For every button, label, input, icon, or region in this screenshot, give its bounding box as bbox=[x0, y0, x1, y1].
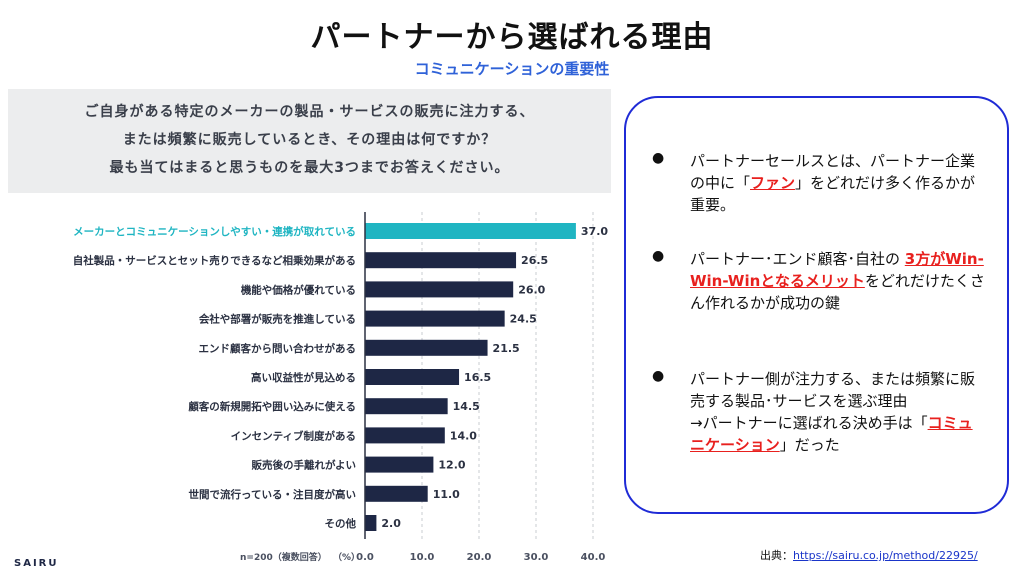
summary-bullet-3: パートナー側が注力する、または頻繁に販売する製品･サービスを選ぶ理由 →パートナー… bbox=[690, 368, 986, 456]
bar bbox=[365, 515, 377, 531]
bar bbox=[365, 281, 514, 298]
category-label: 高い収益性が見込める bbox=[251, 371, 356, 384]
bullet-text: パートナー側が注力する、または頻繁に販売する製品･サービスを選ぶ理由 bbox=[690, 370, 976, 410]
bullet-text: パートナー･エンド顧客･自社の bbox=[690, 250, 905, 268]
value-label: 26.5 bbox=[521, 254, 548, 267]
summary-bullet-1: パートナーセールスとは、パートナー企業の中に「ファン」をどれだけ多く作るかが重要… bbox=[690, 150, 986, 216]
summary-bullet-2: パートナー･エンド顧客･自社の 3方がWin-Win-Winとなるメリットをどれ… bbox=[690, 248, 986, 314]
category-label: インセンティブ制度がある bbox=[231, 429, 356, 442]
bar bbox=[365, 310, 505, 327]
value-label: 37.0 bbox=[581, 225, 608, 238]
brand-logo-text: SAIRU bbox=[14, 558, 59, 569]
value-label: 2.0 bbox=[381, 517, 401, 530]
highlight-text: ファン bbox=[750, 174, 796, 192]
bullet-text: 」だった bbox=[779, 436, 840, 454]
slide-subtitle: コミュニケーションの重要性 bbox=[414, 60, 610, 78]
survey-bar-chart: 0.0 10.0 20.0 30.0 40.0 メーカーとコミュニケーションしやすい・連携… bbox=[73, 212, 608, 563]
value-label: 14.0 bbox=[450, 429, 477, 442]
category-label: 会社や部署が販売を推進している bbox=[199, 313, 356, 326]
bullet-text: をどれだけたくさん作れるかが成功の鍵 bbox=[690, 272, 985, 312]
bullet-text: パートナーセールスとは、パートナー企業の中に「 bbox=[690, 152, 976, 192]
x-tick-label: 40.0 bbox=[581, 552, 606, 563]
category-label: 世間で流行っている・注目度が高い bbox=[189, 488, 356, 501]
source-citation: 出典：https://sairu.co.jp/method/22925/ bbox=[760, 547, 978, 563]
bullet-text: 」をどれだけ多く作るかが重要。 bbox=[690, 174, 976, 214]
value-label: 21.5 bbox=[493, 342, 520, 355]
bar bbox=[365, 427, 445, 444]
source-label: 出典： bbox=[760, 549, 793, 562]
unit-label: （%） bbox=[333, 552, 360, 563]
slide-title: パートナーから選ばれる理由 bbox=[310, 20, 714, 55]
source-link[interactable]: https://sairu.co.jp/method/22925/ bbox=[793, 549, 978, 562]
value-label: 16.5 bbox=[464, 371, 491, 384]
x-tick-label: 10.0 bbox=[410, 552, 435, 563]
bar bbox=[365, 339, 488, 356]
highlight-text: 3方がWin-Win-Winとなるメリット bbox=[690, 250, 984, 290]
highlight-text: コミュニケーション bbox=[690, 414, 973, 454]
category-label: エンド顧客から問い合わせがある bbox=[199, 342, 357, 355]
category-label: 顧客の新規開拓や囲い込みに使える bbox=[188, 400, 356, 413]
bar bbox=[365, 369, 460, 385]
value-label: 11.0 bbox=[433, 488, 460, 501]
bar bbox=[365, 223, 576, 239]
bullet-dot-3: ● bbox=[652, 368, 665, 384]
bar bbox=[365, 252, 517, 269]
value-label: 26.0 bbox=[518, 283, 545, 296]
summary-panel: ● パートナーセールスとは、パートナー企業の中に「ファン」をどれだけ多く作るかが… bbox=[624, 96, 1009, 514]
bullet-dot-1: ● bbox=[652, 150, 665, 166]
category-label: 販売後の手離れがよい bbox=[252, 459, 356, 472]
category-label: 機能や価格が優れている bbox=[241, 283, 356, 296]
x-tick-label: 20.0 bbox=[467, 552, 492, 563]
category-label: メーカーとコミュニケーションしやすい・連携が取れている bbox=[73, 225, 356, 238]
bar bbox=[365, 485, 428, 502]
value-label: 14.5 bbox=[453, 400, 480, 413]
survey-question-box: ご自身がある特定のメーカーの製品・サービスの販売に注力する、 または頻繁に販売し… bbox=[8, 89, 611, 193]
category-label: その他 bbox=[325, 517, 357, 530]
bar bbox=[365, 398, 448, 415]
question-line-1: ご自身がある特定のメーカーの製品・サービスの販売に注力する、 bbox=[84, 104, 535, 120]
bullet-text: →パートナーに選ばれる決め手は「 bbox=[690, 414, 928, 432]
question-line-2: または頻繁に販売しているとき、その理由は何ですか？ bbox=[122, 132, 497, 148]
category-label: 自社製品・サービスとセット売りできるなど相乗効果がある bbox=[73, 254, 356, 267]
bullet-dot-2: ● bbox=[652, 248, 665, 264]
x-tick-label: 30.0 bbox=[524, 552, 549, 563]
value-label: 24.5 bbox=[510, 313, 537, 326]
sample-note: n=200（複数回答） bbox=[240, 551, 327, 563]
x-tick-label: 0.0 bbox=[356, 552, 374, 563]
question-line-3: 最も当てはまると思うものを最大3つまでお答えください。 bbox=[109, 160, 510, 176]
value-label: 12.0 bbox=[438, 459, 465, 472]
bar bbox=[365, 456, 434, 473]
